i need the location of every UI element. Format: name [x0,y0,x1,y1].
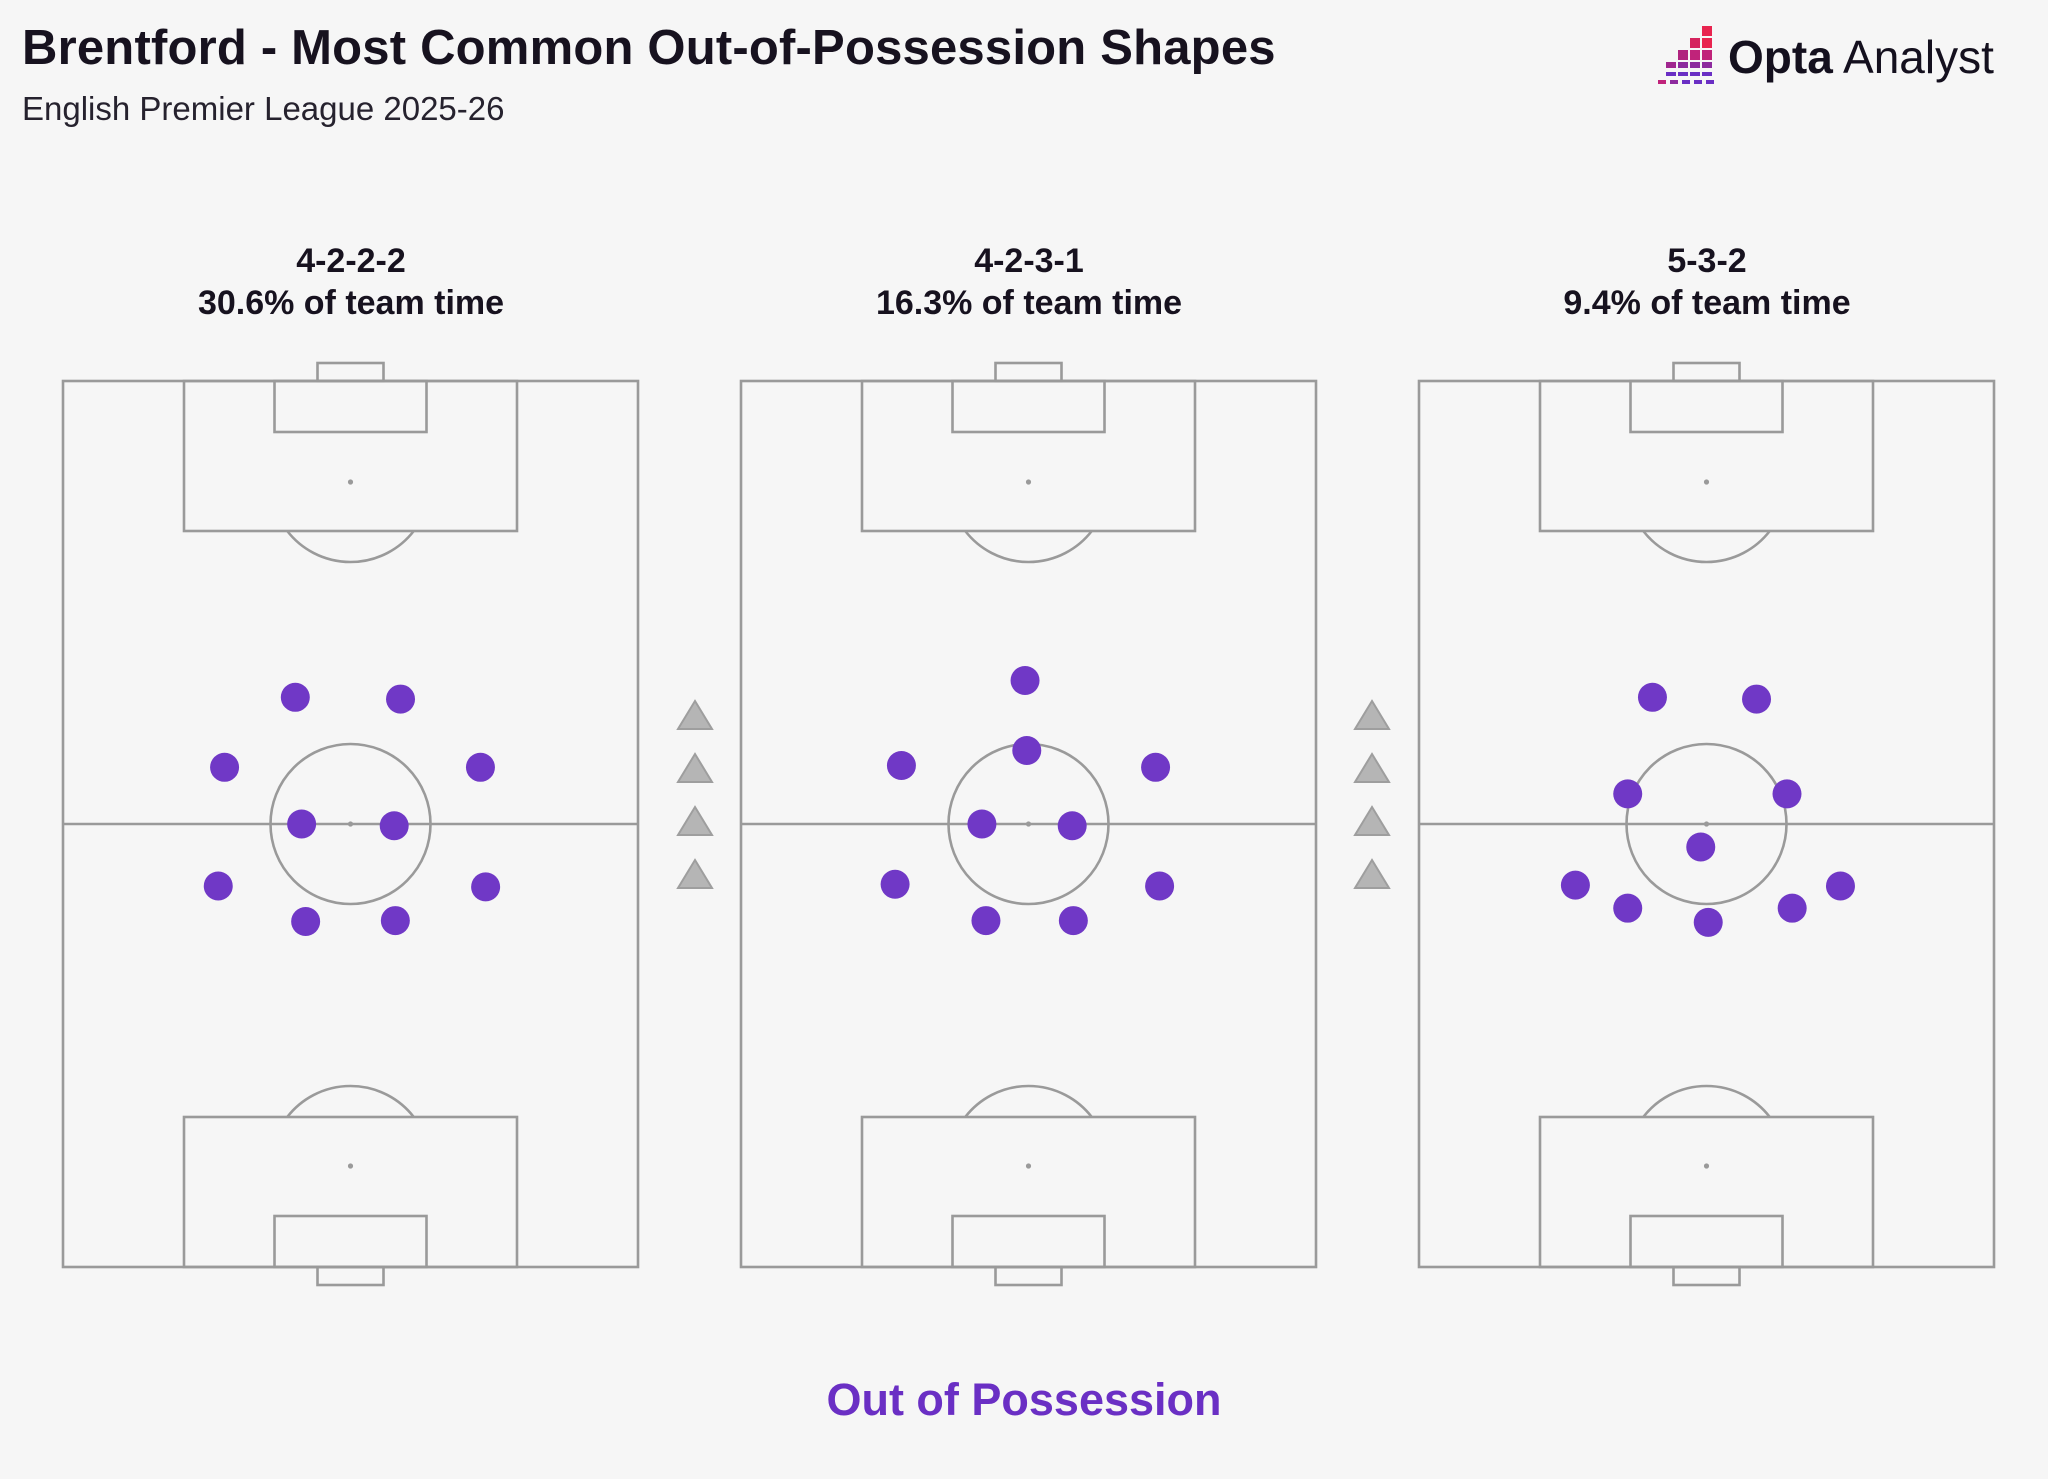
formation-share-3: 9.4% of team time [1563,284,1851,322]
out-of-possession-label: Out of Possession [826,1374,1222,1425]
penalty-arc-bottom [1642,1084,1771,1118]
player-dot [1637,682,1667,712]
goal-area-bottom [951,1214,1106,1269]
goal-top [994,361,1063,383]
player-dot [280,682,310,712]
triangle-icon [676,752,714,783]
player-dot [971,906,1001,936]
goal-area-bottom [273,1214,428,1269]
player-dot [1772,779,1802,809]
penalty-spot-top [1025,479,1032,485]
goal-area-top [951,379,1106,434]
player-dot [1010,665,1040,695]
player-dot [1057,811,1087,841]
player-dot [1058,906,1088,936]
player-dot [1825,871,1855,901]
formation-label-2: 4-2-3-1 16.3% of team time [729,240,1329,324]
centre-circle [1625,742,1788,906]
penalty-spot-top [1703,479,1710,485]
penalty-spot-top [347,479,354,485]
formation-share-1: 30.6% of team time [197,284,505,322]
player-dot [210,752,240,782]
player-dot [1686,832,1716,862]
opta-analyst-logo: Opta Analyst [1658,24,1998,90]
player-dot [1777,893,1807,923]
penalty-arc-top [1642,530,1771,564]
penalty-arc-top [286,530,415,564]
centre-spot [347,821,354,827]
goal-bottom [1672,1265,1741,1287]
goal-bottom [994,1265,1063,1287]
player-dot [1560,870,1590,900]
player-dot [203,871,233,901]
player-dot [380,906,410,936]
player-dot [1012,735,1042,765]
goal-bottom [316,1265,385,1287]
formation-share-2: 16.3% of team time [875,284,1183,322]
brand-name: Opta Analyst [1728,30,1994,84]
player-dot [386,684,416,714]
penalty-area-top [1538,379,1875,533]
chart-subtitle: English Premier League 2025-26 [22,90,505,127]
player-dot [880,869,910,899]
penalty-area-bottom [182,1115,519,1269]
triangle-icon [676,699,714,730]
penalty-area-top [182,379,519,533]
triangle-icon [1353,752,1391,783]
formation-name-1: 4-2-2-2 [296,242,406,280]
player-dot [1693,907,1723,937]
formation-label-1: 4-2-2-2 30.6% of team time [51,240,651,324]
penalty-area-top [860,379,1197,533]
player-dot [1145,871,1175,901]
player-dot [1613,779,1643,809]
opta-logo-icon [1658,26,1714,84]
triangle-icon [1353,858,1391,889]
penalty-arc-bottom [286,1084,415,1118]
centre-spot [1025,821,1032,827]
penalty-spot-bottom [1703,1163,1710,1169]
goal-top [1672,361,1741,383]
player-dot [1141,752,1171,782]
player-dot [967,809,997,839]
formation-name-2: 4-2-3-1 [974,242,1084,280]
player-dot [379,811,409,841]
penalty-spot-bottom [347,1163,354,1169]
triangle-icon [676,858,714,889]
centre-spot [1703,821,1710,827]
penalty-area-bottom [860,1115,1197,1269]
player-dot [465,752,495,782]
penalty-area-bottom [1538,1115,1875,1269]
triangle-icon [1353,699,1391,730]
brand-name-bold: Opta [1728,31,1833,83]
player-dot [1742,684,1772,714]
brand-name-light: Analyst [1832,31,1994,83]
centre-circle [269,742,432,906]
player-dot [471,872,501,902]
penalty-arc-top [964,530,1093,564]
goal-area-top [1629,379,1784,434]
chart-title: Brentford - Most Common Out-of-Possessio… [22,21,1276,75]
triangle-icon [676,805,714,836]
goal-area-top [273,379,428,434]
formation-name-3: 5-3-2 [1667,242,1747,280]
penalty-arc-bottom [964,1084,1093,1118]
formation-label-3: 5-3-2 9.4% of team time [1407,240,2007,324]
penalty-spot-bottom [1025,1163,1032,1169]
player-dot [291,906,321,936]
triangle-icon [1353,805,1391,836]
player-dot [886,751,916,781]
goal-area-bottom [1629,1214,1784,1269]
goal-top [316,361,385,383]
player-dot [287,809,317,839]
player-dot [1613,893,1643,923]
